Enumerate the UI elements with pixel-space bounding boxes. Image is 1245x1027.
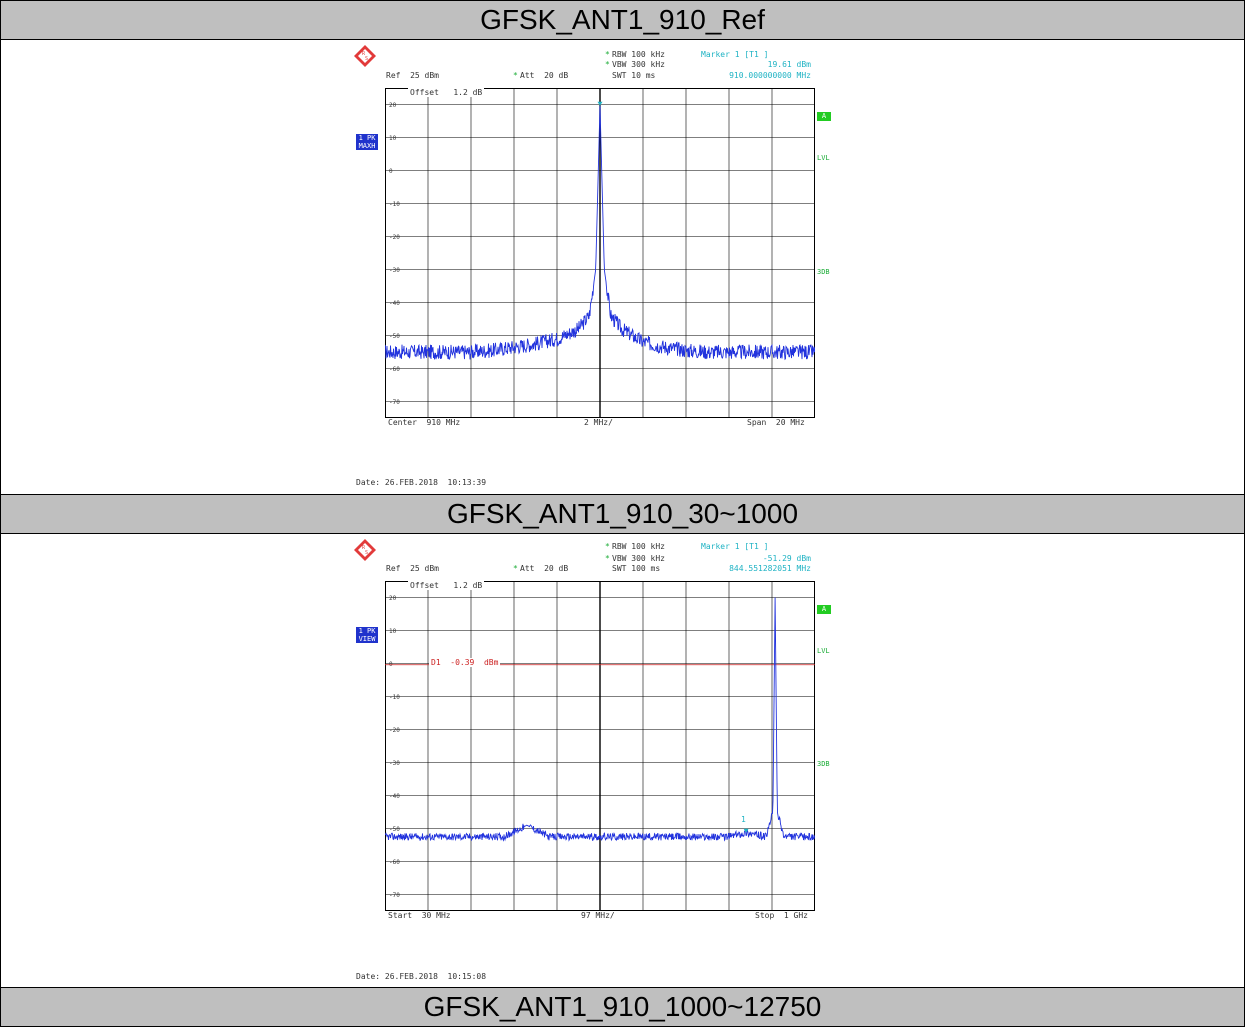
marker-level: 19.61 dBm — [767, 60, 811, 69]
y-tick-label: -40 — [389, 793, 400, 800]
x-axis-division: 97 MHz/ — [581, 911, 615, 920]
rbw-star-icon: * — [605, 50, 610, 59]
y-tick-label: 0 — [389, 168, 393, 175]
y-tick-label: 10 — [389, 135, 397, 142]
spectrum-trace — [385, 105, 815, 361]
vbw-star-icon: * — [605, 60, 610, 69]
y-tick-label: -10 — [389, 201, 400, 208]
rs-logo-icon: R S — [354, 45, 376, 67]
att-star-icon: * — [513, 71, 518, 80]
trace-a-badge: A — [817, 605, 831, 614]
vbw-star-icon: * — [605, 554, 610, 563]
y-tick-label: -70 — [389, 892, 400, 899]
marker-frequency: 844.551282051 MHz — [729, 564, 811, 573]
y-tick-label: -50 — [389, 333, 400, 340]
rbw-label: RBW 100 kHz — [612, 542, 665, 551]
swt-label: SWT 10 ms — [612, 71, 656, 80]
x-axis-span: Span 20 MHz — [747, 418, 805, 427]
y-tick-label: -70 — [389, 399, 400, 406]
rbw-label: RBW 100 kHz — [612, 50, 665, 59]
3db-indicator: 3DB — [817, 760, 830, 768]
rs-logo-icon: R S — [354, 539, 376, 561]
marker-number: 1 — [741, 815, 746, 824]
svg-text:S: S — [365, 550, 368, 556]
y-tick-label: 20 — [389, 102, 397, 109]
marker-frequency: 910.000000000 MHz — [729, 71, 811, 80]
marker-point — [597, 101, 603, 106]
x-axis-division: 2 MHz/ — [584, 418, 613, 427]
offset-label: Offset 1.2 dB — [408, 581, 485, 590]
svg-text:R: R — [362, 51, 366, 57]
section-title-bar: GFSK_ANT1_910_1000~12750 — [0, 987, 1245, 1027]
spectrum-panel-30-1000: R S * RBW 100 kHz * VBW 300 kHz SWT 100 … — [0, 534, 1245, 987]
spectrum-panel-ref: R S * RBW 100 kHz * VBW 300 kHz SWT 10 m… — [0, 40, 1245, 494]
y-tick-label: -50 — [389, 826, 400, 833]
ref-level-label: Ref 25 dBm — [386, 71, 439, 80]
capture-date: Date: 26.FEB.2018 10:13:39 — [356, 478, 487, 487]
vbw-label: VBW 300 kHz — [612, 60, 665, 69]
trace-mode-tag: 1 PK VIEW — [356, 627, 378, 643]
y-tick-label: -20 — [389, 234, 400, 241]
section-title: GFSK_ANT1_910_30~1000 — [446, 498, 799, 529]
trace-mode-tag: 1 PK MAXH — [356, 134, 378, 150]
rbw-star-icon: * — [605, 542, 610, 551]
y-tick-label: 10 — [389, 628, 397, 635]
offset-label: Offset 1.2 dB — [408, 88, 485, 97]
marker-title: Marker 1 [T1 ] — [701, 542, 769, 551]
y-tick-label: -30 — [389, 267, 400, 274]
section-title-bar: GFSK_ANT1_910_30~1000 — [0, 494, 1245, 534]
lvl-indicator: LVL — [817, 647, 830, 655]
section-title: GFSK_ANT1_910_1000~12750 — [423, 991, 822, 1022]
section-title-bar: GFSK_ANT1_910_Ref — [0, 0, 1245, 40]
swt-label: SWT 100 ms — [612, 564, 661, 573]
y-tick-label: -60 — [389, 366, 400, 373]
d1-line-label: D1 -0.39 dBm — [429, 658, 501, 667]
spectrum-trace — [385, 597, 815, 842]
attenuation-label: Att 20 dB — [520, 564, 569, 573]
svg-text:R: R — [362, 545, 366, 551]
x-axis-stop: Stop 1 GHz — [755, 911, 808, 920]
marker-title: Marker 1 [T1 ] — [701, 50, 769, 59]
y-tick-label: -10 — [389, 694, 400, 701]
x-axis-start: Start 30 MHz — [388, 911, 451, 920]
attenuation-label: Att 20 dB — [520, 71, 569, 80]
3db-indicator: 3DB — [817, 268, 830, 276]
trace-a-badge: A — [817, 112, 831, 121]
section-title: GFSK_ANT1_910_Ref — [480, 4, 765, 35]
y-tick-label: 20 — [389, 595, 397, 602]
marker-level: -51.29 dBm — [762, 554, 811, 563]
y-tick-label: -40 — [389, 300, 400, 307]
y-tick-label: -30 — [389, 760, 400, 767]
att-star-icon: * — [513, 564, 518, 573]
y-tick-label: -60 — [389, 859, 400, 866]
ref-level-label: Ref 25 dBm — [386, 564, 439, 573]
marker-point — [743, 828, 749, 833]
vbw-label: VBW 300 kHz — [612, 554, 665, 563]
capture-date: Date: 26.FEB.2018 10:15:08 — [356, 972, 487, 981]
spectrum-chart-ref: 20 10 0 -10 -20 -30 -40 -50 -60 -70 — [385, 88, 815, 418]
lvl-indicator: LVL — [817, 154, 830, 162]
x-axis-start: Center 910 MHz — [388, 418, 461, 427]
y-tick-label: -20 — [389, 727, 400, 734]
svg-text:S: S — [365, 56, 368, 62]
